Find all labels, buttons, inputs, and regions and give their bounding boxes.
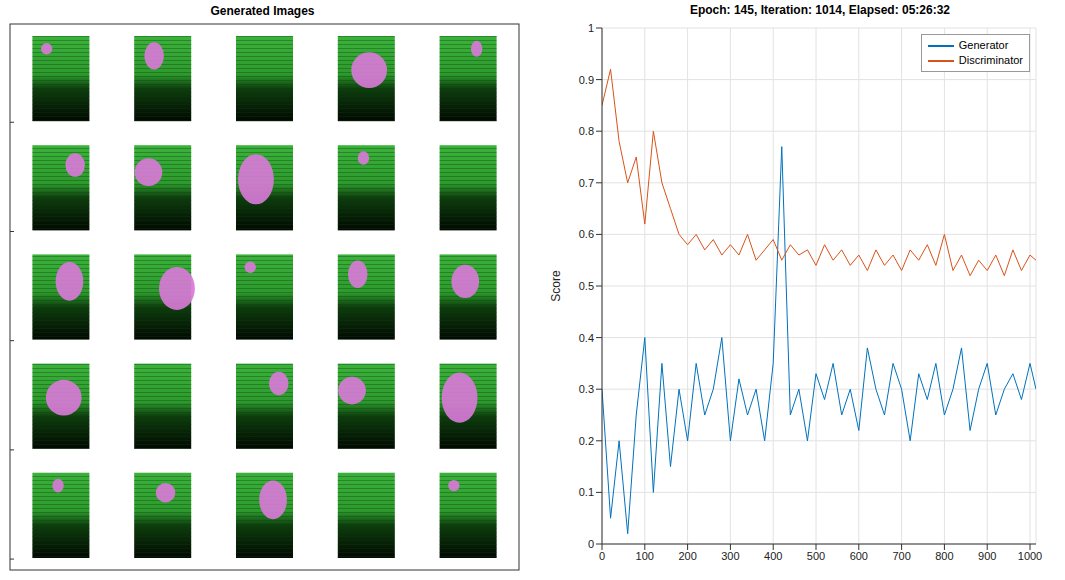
svg-text:0.3: 0.3 [579, 383, 594, 395]
svg-text:800: 800 [935, 550, 953, 562]
svg-text:0.9: 0.9 [579, 74, 594, 86]
svg-text:0: 0 [599, 550, 605, 562]
svg-text:0.4: 0.4 [579, 332, 594, 344]
svg-text:600: 600 [850, 550, 868, 562]
svg-text:0.6: 0.6 [579, 228, 594, 240]
svg-text:1000: 1000 [1018, 550, 1042, 562]
svg-text:200: 200 [678, 550, 696, 562]
html-text:Epoch: 145, Iteration: 1014, E: Epoch: 145, Iteration: 1014, Elapsed: 05… [689, 3, 950, 17]
svg-text:0.2: 0.2 [579, 435, 594, 447]
svg-text:700: 700 [892, 550, 910, 562]
svg-text:500: 500 [807, 550, 825, 562]
svg-text:Score: Score [549, 270, 563, 302]
svg-text:0.5: 0.5 [579, 280, 594, 292]
svg-text:0.8: 0.8 [579, 125, 594, 137]
svg-text:900: 900 [978, 550, 996, 562]
svg-text:400: 400 [764, 550, 782, 562]
svg-text:0.1: 0.1 [579, 486, 594, 498]
svg-text:0: 0 [588, 538, 594, 550]
html-text:Discriminator: Discriminator [958, 54, 1023, 66]
svg-text:Generated Images: Generated Images [210, 4, 314, 18]
html-text:Generator: Generator [958, 39, 1009, 51]
svg-text:1: 1 [588, 22, 594, 34]
svg-text:300: 300 [721, 550, 739, 562]
svg-text:0.7: 0.7 [579, 177, 594, 189]
svg-text:100: 100 [636, 550, 654, 562]
